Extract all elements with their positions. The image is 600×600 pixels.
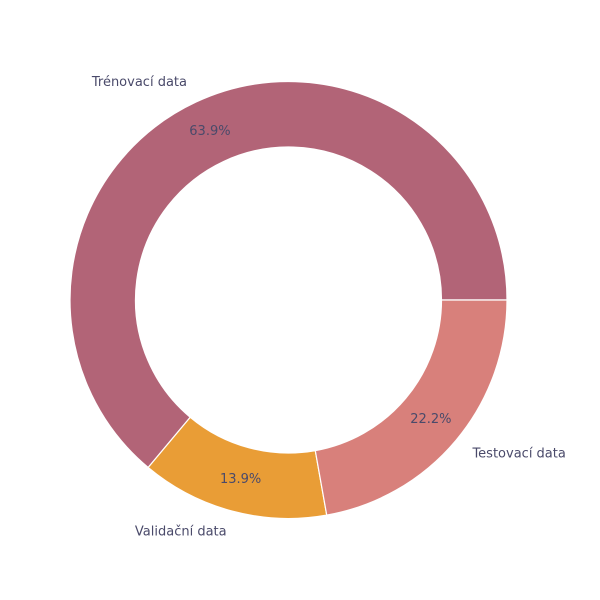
category-label-testovaci-data: Testovací data: [471, 447, 565, 462]
slice-trenovaci-data: [69, 80, 508, 469]
pct-label-validacni-data: 13.9%: [220, 472, 261, 487]
pct-label-trenovaci-data: 63.9%: [189, 124, 230, 139]
slice-testovaci-data: [314, 299, 508, 516]
pct-label-testovaci-data: 22.2%: [410, 412, 451, 427]
category-label-trenovaci-data: Trénovací data: [91, 75, 187, 90]
category-label-validacni-data: Validační data: [135, 524, 227, 539]
